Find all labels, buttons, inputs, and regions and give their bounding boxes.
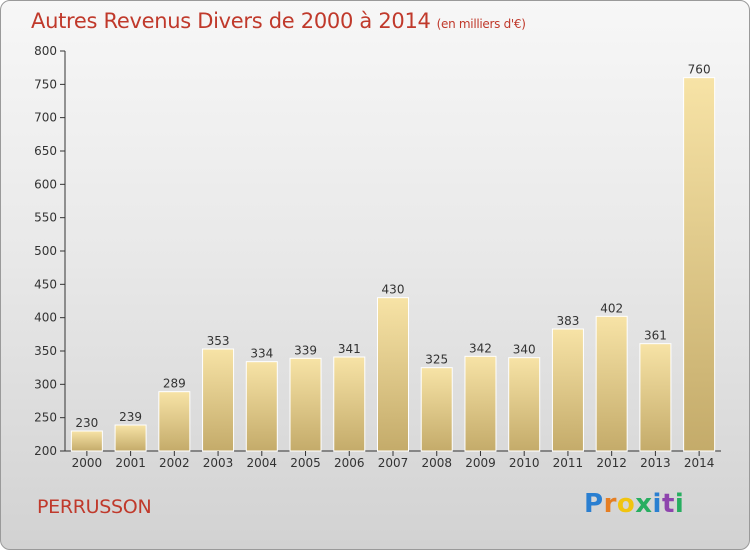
bar-2006 <box>333 356 366 452</box>
x-tick-label-2012: 2012 <box>596 456 627 470</box>
data-label-2003: 353 <box>207 334 230 348</box>
data-label-2011: 383 <box>556 314 579 328</box>
data-label-2004: 334 <box>250 347 273 361</box>
data-label-2012: 402 <box>600 301 623 315</box>
data-label-2005: 339 <box>294 343 317 357</box>
data-label-2013: 361 <box>644 329 667 343</box>
x-tick-label-2001: 2001 <box>115 456 146 470</box>
data-label-2001: 239 <box>119 410 142 424</box>
bar-2014 <box>683 77 716 452</box>
logo-letter: r <box>603 489 617 519</box>
chart-axes: 200 250 300 350 400 450 500 550 600 650 700 750 800 <box>34 44 721 458</box>
commune-name: PERRUSSON <box>37 496 152 518</box>
x-tick-label-2002: 2002 <box>159 456 190 470</box>
y-tick-label: 300 <box>34 377 57 391</box>
x-tick-label-2005: 2005 <box>290 456 321 470</box>
data-label-2008: 325 <box>425 353 448 367</box>
y-tick-label: 350 <box>34 344 57 358</box>
data-label-2002: 289 <box>163 377 186 391</box>
bar-2004 <box>245 361 278 452</box>
bar-2002 <box>158 391 191 452</box>
chart-title: Autres Revenus Divers de 2000 à 2014 (en … <box>31 9 526 33</box>
x-tick-label-2010: 2010 <box>509 456 540 470</box>
x-tick-label-2000: 2000 <box>72 456 103 470</box>
x-tick-label-2011: 2011 <box>553 456 584 470</box>
bar-2012 <box>595 315 628 452</box>
y-tick-label: 500 <box>34 244 57 258</box>
x-tick-label-2006: 2006 <box>334 456 365 470</box>
x-tick-label-2009: 2009 <box>465 456 496 470</box>
y-tick-label: 250 <box>34 411 57 425</box>
proxiti-logo: Proxiti <box>584 489 684 519</box>
y-tick-label: 650 <box>34 144 57 158</box>
y-tick-label: 450 <box>34 277 57 291</box>
data-label-2014: 760 <box>688 63 711 77</box>
bar-2009 <box>464 355 497 452</box>
y-tick-label: 200 <box>34 444 57 458</box>
chart-data-labels: 230 239 289 353 334 339 341 430 325 342 340 383 402 3… <box>75 63 710 430</box>
data-label-2006: 341 <box>338 342 361 356</box>
chart-x-tick-labels: 2000 2001 2002 2003 2004 2005 2006 2007 2008 2009… <box>72 451 715 470</box>
bar-2007 <box>377 297 409 452</box>
bar-2000 <box>70 430 103 452</box>
data-label-2000: 230 <box>75 416 98 430</box>
x-tick-label-2007: 2007 <box>378 456 409 470</box>
logo-letter: o <box>616 489 636 519</box>
y-tick-label: 550 <box>34 211 57 225</box>
y-tick-label: 800 <box>34 44 57 58</box>
bar-2010 <box>508 357 541 452</box>
y-tick-label: 750 <box>34 77 57 91</box>
logo-letter: P <box>584 489 604 519</box>
bar-2013 <box>639 343 672 452</box>
x-tick-label-2008: 2008 <box>421 456 452 470</box>
y-tick-label: 700 <box>34 111 57 125</box>
chart-bars <box>70 77 716 452</box>
y-tick-label: 600 <box>34 177 57 191</box>
bar-2001 <box>114 424 147 452</box>
x-tick-label-2004: 2004 <box>247 456 278 470</box>
bar-2011 <box>551 328 584 452</box>
chart-title-text: Autres Revenus Divers de 2000 à 2014 <box>31 9 431 33</box>
logo-letter: i <box>674 489 685 519</box>
data-label-2007: 430 <box>382 283 405 297</box>
bar-2008 <box>420 367 453 452</box>
bar-2003 <box>202 348 235 452</box>
data-label-2010: 340 <box>513 343 536 357</box>
logo-letter: t <box>661 489 675 519</box>
x-tick-label-2013: 2013 <box>640 456 671 470</box>
bar-2005 <box>289 357 322 452</box>
x-tick-label-2003: 2003 <box>203 456 234 470</box>
y-tick-label: 400 <box>34 311 57 325</box>
chart-subtitle: (en milliers d'€) <box>436 17 526 31</box>
data-label-2009: 342 <box>469 341 492 355</box>
logo-letter: x <box>635 489 653 519</box>
x-tick-label-2014: 2014 <box>684 456 715 470</box>
logo-letter: i <box>652 489 662 519</box>
